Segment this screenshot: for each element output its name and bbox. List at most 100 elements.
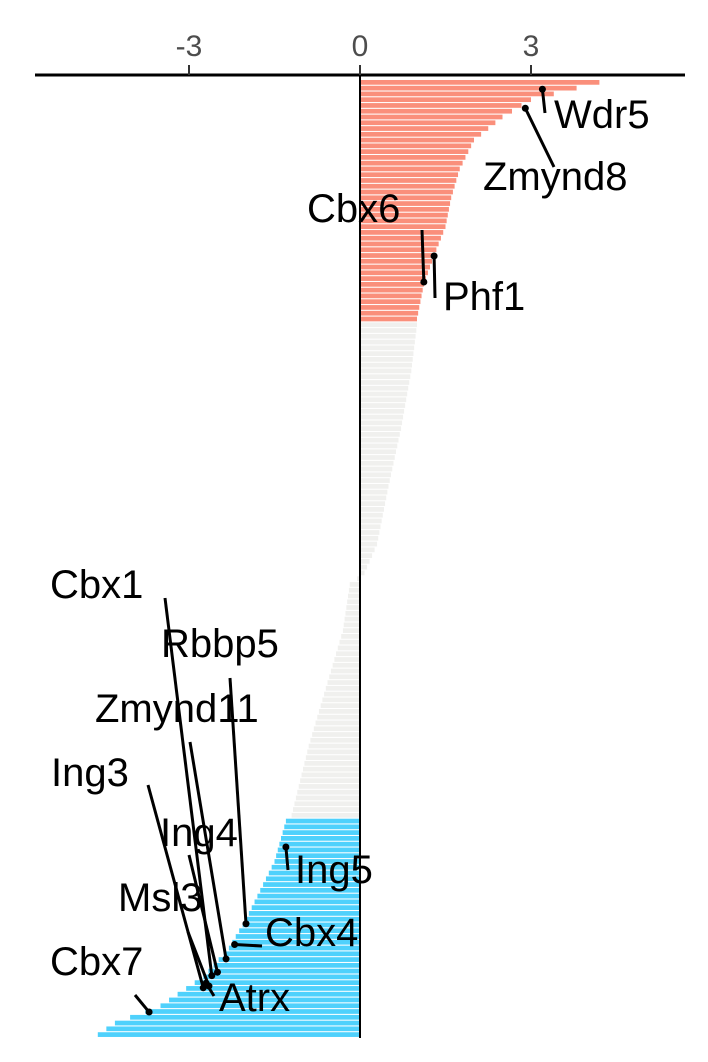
point-cbx7	[145, 1008, 153, 1016]
bar	[282, 830, 360, 835]
bar	[360, 281, 424, 287]
bar	[307, 749, 360, 755]
bar	[360, 247, 437, 253]
bar	[348, 587, 360, 593]
leader-line-wdr5	[540, 89, 547, 114]
bar	[232, 939, 360, 945]
bar	[360, 91, 554, 97]
bar	[360, 137, 474, 143]
bar	[360, 253, 435, 258]
point-ing5	[282, 843, 290, 851]
bar	[297, 789, 360, 795]
bar	[360, 178, 457, 183]
bar	[360, 530, 380, 535]
leader-line-ing4	[187, 854, 219, 973]
bar	[277, 847, 360, 853]
bar	[360, 524, 381, 530]
bar	[327, 680, 360, 685]
bar	[360, 535, 379, 541]
bar	[360, 230, 444, 235]
leader-line-ing3	[146, 784, 205, 989]
gene-label-cbx1: Cbx1	[50, 563, 143, 607]
bar	[360, 547, 375, 553]
bar	[246, 916, 360, 922]
x-axis-ticks: -3 0 3	[176, 30, 540, 75]
gene-label-phf1: Phf1	[443, 275, 525, 319]
bar	[360, 351, 414, 356]
gene-label-msl3: Msl3	[118, 876, 202, 920]
bar	[271, 864, 360, 870]
bar	[304, 760, 360, 766]
x-tick-label: 3	[523, 30, 540, 63]
bar	[360, 155, 466, 160]
bar	[360, 241, 439, 247]
bar	[218, 957, 360, 962]
bar	[360, 224, 446, 230]
bar	[360, 391, 408, 397]
bar	[360, 380, 410, 385]
bar	[308, 743, 360, 749]
bar	[360, 472, 392, 478]
bar	[360, 570, 365, 576]
bar	[318, 709, 360, 714]
bar	[330, 668, 360, 674]
bar	[360, 362, 413, 368]
x-tick-label: -3	[176, 30, 203, 63]
bar	[360, 97, 531, 103]
bar	[360, 339, 415, 345]
bar	[285, 818, 360, 824]
bar	[360, 553, 373, 558]
gene-label-atrx: Atrx	[219, 976, 290, 1020]
bar	[114, 1020, 361, 1026]
leader-line-ing5	[284, 846, 290, 871]
bar	[360, 322, 417, 328]
bar	[291, 812, 360, 818]
point-cbx1	[208, 972, 216, 980]
bar	[360, 172, 459, 178]
point-ing4	[214, 968, 221, 976]
leader-line-phf1	[432, 255, 437, 299]
bar	[186, 986, 360, 991]
leader-line-rbbp5	[228, 677, 248, 924]
bar	[284, 824, 360, 830]
bar	[325, 685, 360, 691]
bar	[360, 80, 600, 85]
bar	[360, 368, 412, 374]
bar	[349, 582, 360, 587]
bar	[360, 449, 397, 455]
bar	[310, 737, 360, 743]
gene-label-cbx6: Cbx6	[307, 187, 400, 231]
gene-label-rbbp5: Rbbp5	[161, 622, 279, 666]
point-rbbp5	[242, 920, 250, 928]
bar	[313, 726, 360, 732]
bar	[322, 697, 360, 703]
bars-group	[97, 80, 600, 1037]
bar	[360, 126, 489, 131]
bar	[324, 691, 360, 697]
leader-line-cbx4	[234, 943, 263, 948]
bar	[334, 657, 360, 662]
bar	[194, 980, 360, 986]
point-zmynd8	[521, 104, 529, 112]
bar	[294, 801, 360, 807]
bar	[251, 905, 360, 910]
bar	[360, 483, 389, 489]
bar	[130, 1014, 360, 1020]
bar	[360, 103, 522, 108]
bar	[360, 149, 469, 154]
bar	[360, 397, 407, 403]
gene-label-wdr5: Wdr5	[554, 93, 650, 137]
bar	[203, 974, 360, 980]
point-zmynd11	[222, 955, 230, 963]
bar	[235, 934, 360, 939]
bar	[301, 772, 360, 778]
bar	[274, 859, 360, 864]
bar	[97, 1032, 361, 1037]
bar	[360, 518, 382, 524]
bar	[360, 385, 409, 391]
leader-line-cbx6	[420, 229, 426, 283]
gene-label-cbx4: Cbx4	[265, 911, 358, 955]
bar	[106, 1026, 360, 1032]
bar	[360, 501, 386, 507]
bar	[360, 420, 403, 426]
